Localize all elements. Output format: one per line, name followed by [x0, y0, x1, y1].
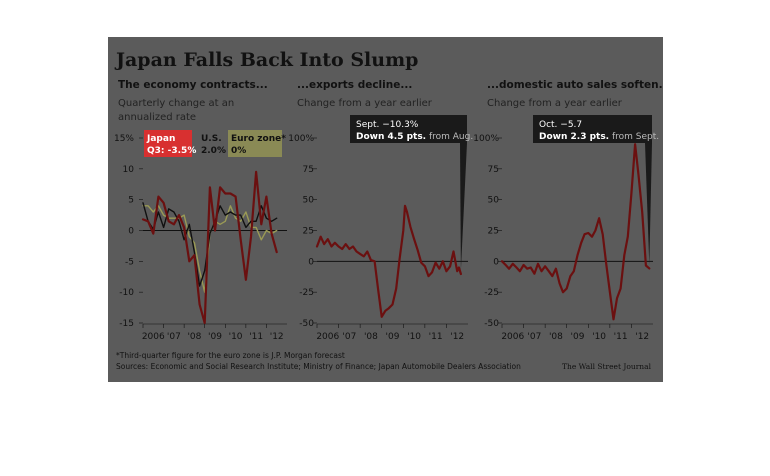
panel3-ytick-label: 50	[488, 196, 500, 206]
panel2-subtitle: Change from a year earlier	[297, 98, 433, 109]
panel3-xtick-label: '10	[592, 332, 606, 342]
panel3-callout-line1: Oct. −5.7	[539, 120, 582, 130]
panel3-ytick-label: -25	[484, 288, 499, 298]
panel1-xtick-label: '09	[208, 332, 222, 342]
panel1-xtick-label: '10	[229, 332, 243, 342]
panel2-title: ...exports decline...	[297, 79, 412, 91]
legend-eurozone-label: Euro zone*	[231, 134, 286, 144]
panel3-ytick-label: 100%	[473, 134, 499, 144]
panel3-ytick-label: 0	[493, 257, 499, 267]
panel1-xtick-label: '11	[249, 332, 263, 342]
panel1-series-us	[142, 202, 278, 287]
footnote: *Third-quarter figure for the euro zone …	[116, 351, 345, 360]
panel1-xtick-label: 2006	[142, 332, 165, 342]
panel3-xtick-label: '11	[614, 332, 628, 342]
panel3-callout-bold: Down 2.3 pts.	[539, 132, 609, 142]
panel2-ytick-label: 25	[303, 227, 314, 237]
panel1-title: The economy contracts...	[118, 79, 268, 91]
panel3-callout: Oct. −5.7 Down 2.3 pts. from Sept.	[533, 115, 659, 143]
panel3-series-japan	[500, 143, 651, 321]
panel2-ytick-label: -25	[299, 288, 314, 298]
panel3-xtick-label: '08	[549, 332, 563, 342]
panel2-ytick-label: 0	[308, 257, 314, 267]
legend-japan-label: Japan	[146, 134, 175, 144]
figure-title: Japan Falls Back Into Slump	[114, 49, 418, 71]
panel2-ytick-label: 100%	[288, 134, 314, 144]
panel2-xtick-label: '11	[429, 332, 443, 342]
panel2-ytick-label: -50	[299, 319, 314, 329]
panel3-xtick-label: '07	[527, 332, 541, 342]
panel1-series-japan	[141, 170, 278, 325]
panel2-ytick-label: 75	[303, 165, 314, 175]
panel3-ytick-label: -50	[484, 319, 499, 329]
panel3-callout-rest: from Sept.	[609, 132, 659, 142]
plot-layer: 15%1050-5-10-152006'07'08'09'10'11'12100…	[114, 134, 653, 342]
legend-us-value: 2.0%	[201, 146, 226, 156]
panel3-xtick-label: '09	[571, 332, 585, 342]
panel2-xtick-label: 2006	[316, 332, 339, 342]
panel2-xtick-label: '10	[407, 332, 421, 342]
panel3-callout-line2: Down 2.3 pts. from Sept.	[539, 132, 659, 142]
panel1-ytick-label: 15%	[114, 134, 134, 144]
panel2-callout-line2: Down 4.5 pts. from Aug.	[356, 132, 473, 142]
panel2-series-japan	[315, 204, 462, 318]
panel3-title: ...domestic auto sales soften.	[487, 79, 663, 91]
panel1-ytick-label: -15	[119, 319, 134, 329]
credit: The Wall Street Journal	[562, 362, 652, 371]
panel3-ytick-label: 25	[488, 227, 499, 237]
panel1-xtick-label: '07	[167, 332, 181, 342]
panel2-callout: Sept. −10.3% Down 4.5 pts. from Aug.	[350, 115, 473, 143]
chart-background	[108, 37, 663, 382]
panel2-callout-pointer	[460, 143, 467, 270]
panel1-ytick-label: 10	[123, 165, 135, 175]
panel3-xtick-label: '12	[635, 332, 649, 342]
legend-eurozone-swatch	[228, 130, 282, 157]
panel3-callout-box	[533, 115, 652, 143]
panel2-callout-bold: Down 4.5 pts.	[356, 132, 426, 142]
panel1-xtick-label: '12	[270, 332, 284, 342]
panel1-ytick-label: -10	[119, 288, 134, 298]
panel1-subtitle-line1: Quarterly change at an	[118, 98, 234, 109]
panel1-plot: 15% 10 5 0 -5 -10 -15 2006'07 '08 '09 '10 '11 '12	[114, 134, 287, 342]
legend-japan-swatch	[144, 130, 192, 157]
panel3-ytick-label: 75	[488, 165, 499, 175]
legend-japan-value: Q3: -3.5%	[147, 146, 196, 156]
panel2-callout-line1: Sept. −10.3%	[356, 120, 419, 130]
panel2-xtick-label: '12	[450, 332, 464, 342]
panel2-xtick-label: '07	[342, 332, 356, 342]
panel2-ytick-label: 50	[303, 196, 315, 206]
legend-eurozone-value: 0%	[231, 146, 246, 156]
sources: Sources: Economic and Social Research In…	[116, 362, 521, 371]
panel3-subtitle: Change from a year earlier	[487, 98, 623, 109]
panel1-ytick-label: 5	[128, 196, 134, 206]
panel2-xtick-label: '08	[364, 332, 378, 342]
panel2-callout-rest: from Aug.	[426, 132, 473, 142]
panel1-subtitle-line2: annualized rate	[118, 112, 196, 123]
panel3-xtick-label: 2006	[501, 332, 524, 342]
panel1-xtick-label: '08	[187, 332, 201, 342]
panel3-callout-pointer	[645, 143, 652, 265]
panel1-ytick-label: 0	[128, 227, 134, 237]
panel2-xtick-label: '09	[386, 332, 400, 342]
panel2-callout-box	[350, 115, 467, 143]
panel1-ytick-label: -5	[125, 257, 134, 267]
legend-us-label: U.S.	[201, 134, 222, 144]
